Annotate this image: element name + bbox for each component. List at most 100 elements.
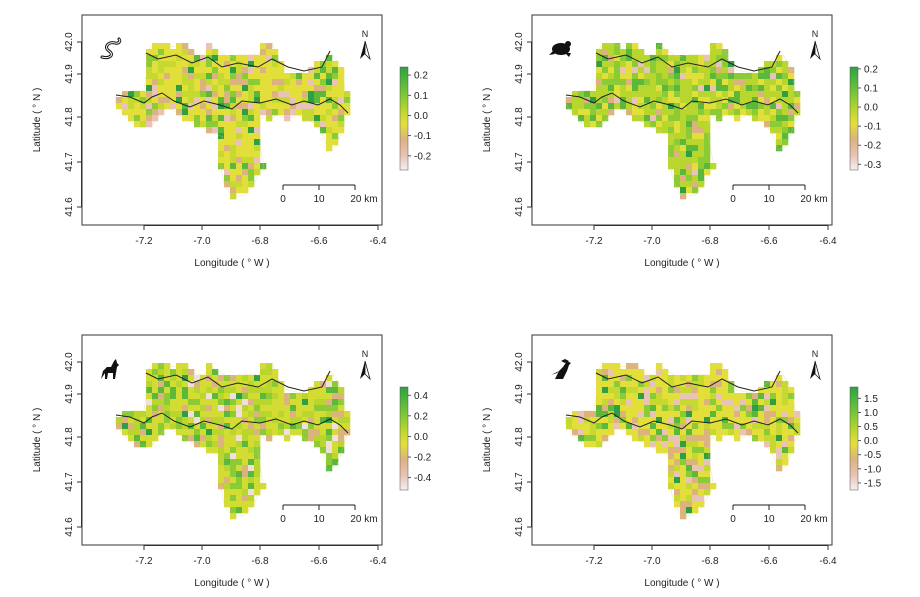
raster-cell	[128, 423, 135, 430]
raster-cell	[776, 97, 783, 104]
raster-cell	[140, 115, 147, 122]
raster-cell	[218, 399, 225, 406]
raster-cell	[650, 103, 657, 110]
raster-cell	[152, 375, 159, 382]
colorbar-ramp	[849, 66, 859, 171]
raster-cell	[320, 441, 327, 448]
raster-cell	[170, 73, 177, 80]
raster-cell	[272, 103, 279, 110]
raster-cell	[650, 97, 657, 104]
raster-cell	[236, 181, 243, 188]
raster-cell	[626, 109, 633, 116]
raster-cell	[620, 369, 627, 376]
raster-cell	[722, 61, 729, 68]
raster-cell	[236, 411, 243, 418]
raster-cell	[680, 55, 687, 62]
raster-cell	[236, 109, 243, 116]
raster-cell	[320, 127, 327, 134]
colorbar-tick-label: 0.2	[864, 64, 878, 75]
raster-cell	[224, 423, 231, 430]
raster-cell	[740, 411, 747, 418]
raster-cell	[146, 393, 153, 400]
raster-cell	[662, 405, 669, 412]
colorbar-tick-label: 1.0	[864, 408, 878, 419]
raster-cell	[746, 417, 753, 424]
raster-cell	[200, 85, 207, 92]
raster-cell	[728, 423, 735, 430]
raster-cell	[578, 417, 585, 424]
raster-cell	[698, 139, 705, 146]
raster-cell	[254, 127, 261, 134]
raster-cell	[236, 387, 243, 394]
raster-cell	[152, 97, 159, 104]
raster-cell	[302, 73, 309, 80]
raster-cell	[332, 85, 339, 92]
y-axis-label: Latitude ( ° N )	[32, 88, 43, 153]
raster-cell	[788, 411, 795, 418]
raster-cell	[596, 73, 603, 80]
raster-cell	[728, 85, 735, 92]
raster-cell	[740, 91, 747, 98]
raster-cell	[236, 67, 243, 74]
raster-cell	[194, 423, 201, 430]
raster-cell	[158, 43, 165, 50]
raster-cell	[230, 73, 237, 80]
raster-cell	[248, 459, 255, 466]
border-line	[595, 50, 781, 72]
raster-cell	[722, 97, 729, 104]
raster-cell	[698, 381, 705, 388]
raster-cell	[722, 85, 729, 92]
raster-cell	[686, 489, 693, 496]
raster-cell	[644, 441, 651, 448]
raster-cell	[752, 73, 759, 80]
raster-cell	[704, 109, 711, 116]
raster-cell	[230, 441, 237, 448]
raster-layer	[116, 363, 351, 520]
raster-cell	[158, 109, 165, 116]
raster-cell	[572, 423, 579, 430]
raster-cell	[776, 127, 783, 134]
raster-cell	[236, 55, 243, 62]
raster-cell	[782, 459, 789, 466]
raster-cell	[236, 471, 243, 478]
raster-cell	[170, 375, 177, 382]
raster-cell	[740, 109, 747, 116]
raster-cell	[776, 115, 783, 122]
raster-cell	[578, 429, 585, 436]
raster-cell	[146, 441, 153, 448]
raster-cell	[164, 381, 171, 388]
raster-cell	[242, 459, 249, 466]
north-arrow-icon: N	[810, 349, 821, 381]
raster-cell	[734, 417, 741, 424]
raster-cell	[650, 429, 657, 436]
raster-cell	[242, 85, 249, 92]
raster-cell	[212, 67, 219, 74]
raster-cell	[284, 115, 291, 122]
raster-cell	[182, 393, 189, 400]
raster-cell	[770, 399, 777, 406]
raster-cell	[134, 91, 141, 98]
raster-cell	[176, 97, 183, 104]
raster-cell	[596, 61, 603, 68]
raster-cell	[770, 85, 777, 92]
raster-cell	[674, 381, 681, 388]
raster-cell	[752, 103, 759, 110]
raster-cell	[338, 91, 345, 98]
raster-cell	[674, 133, 681, 140]
raster-cell	[260, 399, 267, 406]
raster-cell	[248, 73, 255, 80]
raster-cell	[620, 73, 627, 80]
raster-cell	[680, 193, 687, 200]
raster-cell	[266, 381, 273, 388]
raster-cell	[326, 145, 333, 152]
colorbar-ramp	[849, 386, 859, 491]
raster-cell	[698, 157, 705, 164]
raster-cell	[212, 61, 219, 68]
x-tick-label: -7.2	[135, 556, 153, 567]
raster-cell	[176, 43, 183, 50]
raster-cell	[194, 411, 201, 418]
raster-cell	[242, 187, 249, 194]
raster-cell	[308, 411, 315, 418]
raster-cell	[608, 49, 615, 56]
raster-cell	[248, 405, 255, 412]
